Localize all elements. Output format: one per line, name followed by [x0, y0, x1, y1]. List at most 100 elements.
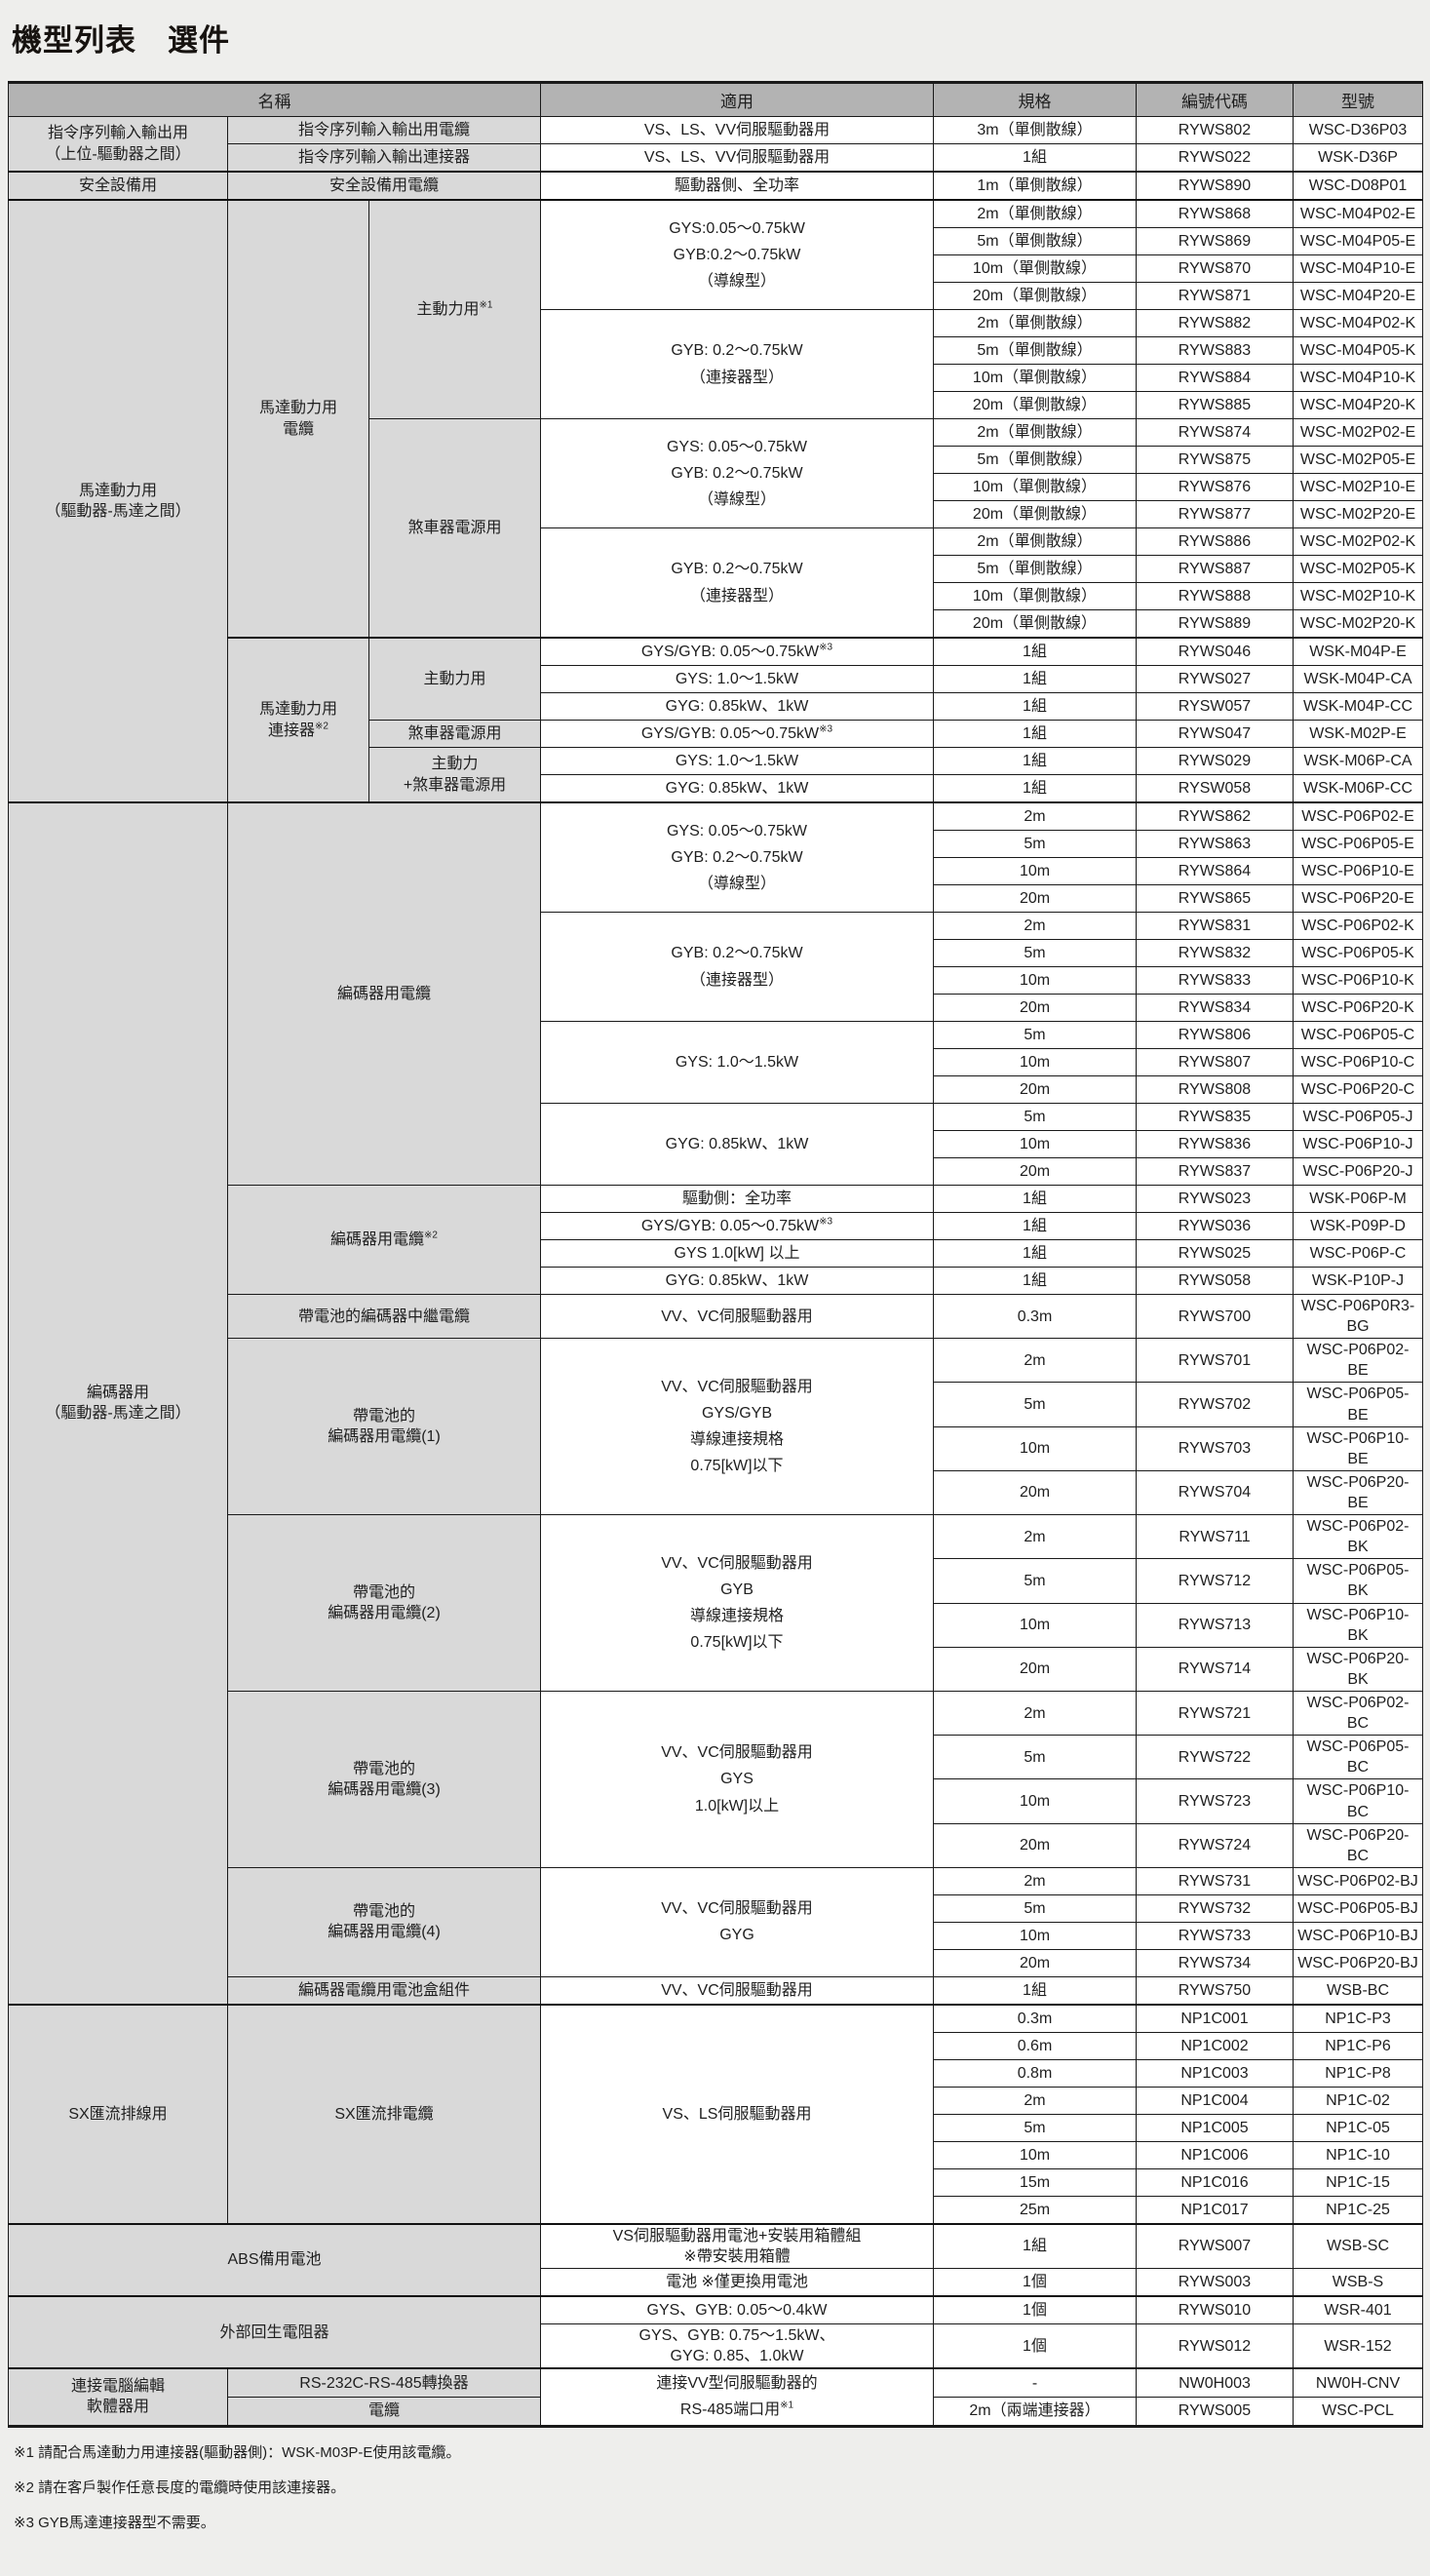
data-cell: WSB-S	[1293, 2268, 1423, 2297]
data-cell: WSC-M04P10-K	[1293, 364, 1423, 392]
name-cell: 馬達動力用 （驅動器-馬達之間）	[8, 199, 228, 803]
data-cell: 2m（單側散線）	[933, 199, 1137, 228]
data-cell: WSK-P10P-J	[1293, 1267, 1423, 1295]
data-cell: VS、LS、VV伺服驅動器用	[540, 143, 934, 173]
data-cell: WSC-P06P02-BK	[1293, 1514, 1423, 1560]
data-cell: NP1C017	[1136, 2195, 1294, 2225]
data-cell: WSK-P06P-M	[1293, 1185, 1423, 1213]
data-cell: WSC-P06P10-C	[1293, 1048, 1423, 1076]
name-cell: 外部回生電阻器	[8, 2295, 541, 2369]
data-cell: RYWS058	[1136, 1267, 1294, 1295]
data-cell: GYS: 0.05～0.75kW GYB: 0.2～0.75kW （導線型）	[540, 801, 934, 913]
data-cell: WSC-D08P01	[1293, 171, 1423, 201]
data-cell: RYWS832	[1136, 939, 1294, 967]
data-cell: 10m	[933, 1130, 1137, 1158]
data-cell: 2m（兩端連接器）	[933, 2396, 1137, 2427]
data-cell: RYWS713	[1136, 1602, 1294, 1648]
data-cell: 2m	[933, 1338, 1137, 1384]
data-cell: GYS:0.05～0.75kW GYB:0.2～0.75kW （導線型）	[540, 199, 934, 310]
data-cell: RYWS010	[1136, 2295, 1294, 2325]
data-cell: 1組	[933, 1185, 1137, 1213]
data-cell: WSC-P06P02-BC	[1293, 1690, 1423, 1737]
data-cell: WSC-P06P10-BJ	[1293, 1921, 1423, 1950]
data-cell: VV、VC伺服驅動器用 GYS 1.0[kW]以上	[540, 1690, 934, 1868]
data-cell: RYWS731	[1136, 1866, 1294, 1895]
data-cell: RYWS835	[1136, 1103, 1294, 1131]
data-cell: NP1C-10	[1293, 2140, 1423, 2169]
data-cell: 2m	[933, 1866, 1137, 1895]
data-cell: WSC-P06P20-K	[1293, 994, 1423, 1022]
name-cell: SX匯流排線用	[8, 2003, 228, 2225]
data-cell: GYS: 1.0～1.5kW	[540, 665, 934, 693]
data-cell: 5m	[933, 1382, 1137, 1427]
data-cell: RYWS807	[1136, 1048, 1294, 1076]
data-cell: WSK-M06P-CC	[1293, 774, 1423, 803]
data-cell: RYWS871	[1136, 282, 1294, 310]
data-cell: RYWS047	[1136, 720, 1294, 748]
data-cell: WSC-P06P10-BC	[1293, 1778, 1423, 1824]
data-cell: NP1C-25	[1293, 2195, 1423, 2225]
footnote-1: ※1 請配合馬達動力用連接器(驅動器側)：WSK-M03P-E使用該電纜。	[14, 2443, 461, 2461]
data-cell: VV、VC伺服驅動器用	[540, 1975, 934, 2006]
data-cell: 驅動側：全功率	[540, 1185, 934, 1213]
data-cell: WSC-M04P05-E	[1293, 227, 1423, 255]
data-cell: RYWS036	[1136, 1212, 1294, 1240]
data-cell: 2m	[933, 801, 1137, 831]
data-cell: 0.3m	[933, 2003, 1137, 2033]
data-cell: RYWS882	[1136, 309, 1294, 337]
data-cell: 5m	[933, 1021, 1137, 1049]
data-cell: WSC-M04P05-K	[1293, 336, 1423, 365]
column-header-applicable: 適用	[540, 82, 934, 117]
data-cell: WSK-M06P-CA	[1293, 747, 1423, 775]
data-cell: 15m	[933, 2167, 1137, 2197]
name-cell: 帶電池的 編碼器用電纜(2)	[227, 1514, 541, 1692]
data-cell: 3m（單側散線）	[933, 116, 1137, 144]
data-cell: 1組	[933, 637, 1137, 666]
data-cell: WSC-P06P20-BE	[1293, 1469, 1423, 1516]
data-cell: 連接VV型伺服驅動器的 RS-485端口用※1	[540, 2367, 934, 2427]
data-cell: WSC-M04P10-E	[1293, 254, 1423, 283]
name-cell: 指令序列輸入輸出連接器	[227, 143, 541, 173]
data-cell: WSC-P06P02-E	[1293, 801, 1423, 831]
data-cell: 10m	[933, 966, 1137, 995]
name-cell: 連接電腦編輯 軟體器用	[8, 2367, 228, 2427]
data-cell: GYB: 0.2～0.75kW （連接器型）	[540, 309, 934, 419]
data-cell: NP1C-P3	[1293, 2003, 1423, 2033]
data-cell: RYWS808	[1136, 1075, 1294, 1104]
name-cell: 馬達動力用 連接器※2	[227, 637, 369, 803]
data-cell: RYWS025	[1136, 1239, 1294, 1268]
data-cell: RYWS863	[1136, 830, 1294, 858]
data-cell: RYWS722	[1136, 1735, 1294, 1780]
data-cell: WSC-M02P10-K	[1293, 582, 1423, 610]
data-cell: 1組	[933, 665, 1137, 693]
data-cell: 電池 ※僅更換用電池	[540, 2268, 934, 2297]
data-cell: 10m	[933, 1602, 1137, 1648]
data-cell: 1個	[933, 2323, 1137, 2369]
data-cell: RYWS887	[1136, 555, 1294, 583]
data-cell: 10m（單側散線）	[933, 254, 1137, 283]
data-cell: VS、LS、VV伺服驅動器用	[540, 116, 934, 144]
data-cell: GYS/GYB: 0.05～0.75kW※3	[540, 720, 934, 748]
data-cell: 2m	[933, 912, 1137, 940]
data-cell: 5m	[933, 939, 1137, 967]
data-cell: RYWS023	[1136, 1185, 1294, 1213]
data-cell: RYWS003	[1136, 2268, 1294, 2297]
data-cell: WSC-P06P-C	[1293, 1239, 1423, 1268]
data-cell: RYWS732	[1136, 1893, 1294, 1923]
name-cell: 編碼器用電纜※2	[227, 1185, 541, 1295]
data-cell: NP1C004	[1136, 2086, 1294, 2115]
data-cell: 20m（單側散線）	[933, 391, 1137, 419]
data-cell: RYWS007	[1136, 2222, 1294, 2270]
data-cell: 5m	[933, 1558, 1137, 1604]
name-cell: 帶電池的編碼器中繼電纜	[227, 1293, 541, 1340]
data-cell: RYWS886	[1136, 527, 1294, 556]
data-cell: WSC-P06P20-BC	[1293, 1822, 1423, 1868]
data-cell: 5m	[933, 830, 1137, 858]
data-cell: 2m（單側散線）	[933, 527, 1137, 556]
data-cell: 5m	[933, 1735, 1137, 1780]
data-cell: RYWS712	[1136, 1558, 1294, 1604]
data-cell: WSC-P06P10-BE	[1293, 1425, 1423, 1471]
data-cell: RYWS702	[1136, 1382, 1294, 1427]
data-cell: WSB-BC	[1293, 1975, 1423, 2006]
